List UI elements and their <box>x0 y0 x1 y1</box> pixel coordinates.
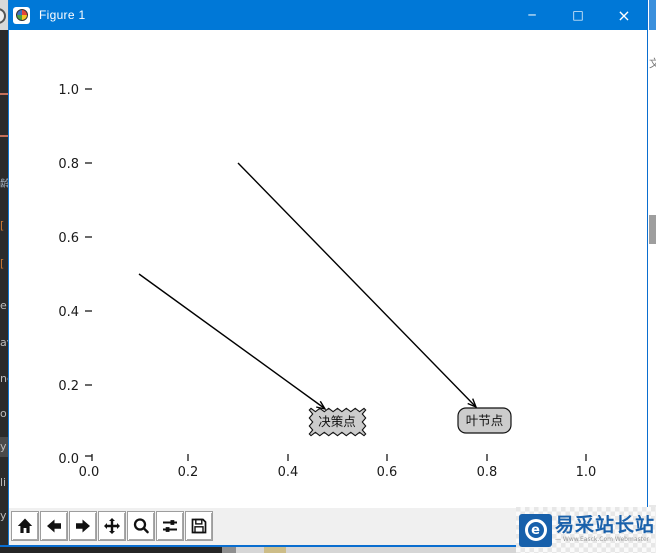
zoom-button[interactable] <box>127 511 155 541</box>
figure-window: Figure 1 ─ □ × 1.0 <box>8 0 648 545</box>
close-button[interactable]: × <box>617 5 631 25</box>
easck-watermark: e 易采站长站 — Www.Easck.Com Webmaster <box>516 507 656 553</box>
save-floppy-icon <box>191 518 207 534</box>
y-tick-label: 0.2 <box>58 379 79 394</box>
taskbar-dark-segment <box>0 547 222 553</box>
leaf-node-box <box>457 407 512 434</box>
background-bar-fragment <box>649 215 656 244</box>
x-axis-ticks <box>91 454 587 461</box>
background-highlight-band <box>0 437 8 457</box>
y-tick-label: 0.8 <box>58 157 79 172</box>
background-window-left-sliver: 龄 [ [ e av ne o y li y <box>0 0 8 553</box>
zoom-magnifier-icon <box>133 518 149 534</box>
background-text-fragment: li <box>0 476 7 489</box>
window-title: Figure 1 <box>39 8 86 22</box>
home-button[interactable] <box>11 511 39 541</box>
background-text-fragment: y <box>0 509 7 522</box>
y-axis-ticks <box>85 88 92 457</box>
taskbar-strip <box>0 547 656 553</box>
decision-node-box <box>308 407 367 437</box>
y-tick-label: 0.6 <box>58 231 79 246</box>
matplotlib-app-icon <box>13 6 30 24</box>
y-tick-label: 1.0 <box>58 83 79 98</box>
x-tick-label: 0.8 <box>477 465 498 480</box>
easck-logo-icon: e <box>519 513 552 547</box>
figure-canvas[interactable]: 1.0 0.8 0.6 0.4 0.2 0.0 <box>9 30 647 508</box>
background-text-fragment: 文 <box>649 57 656 70</box>
background-app-icon <box>0 8 6 24</box>
taskbar-light-segment <box>236 547 656 553</box>
plot-svg: 1.0 0.8 0.6 0.4 0.2 0.0 <box>58 83 597 480</box>
back-arrow-icon <box>47 519 61 533</box>
easck-logo-e-glyph: e <box>524 519 547 541</box>
background-text-fragment: y <box>0 440 7 453</box>
minimize-button[interactable]: ─ <box>528 8 536 22</box>
background-code-line <box>0 93 8 95</box>
arrowhead <box>467 398 478 409</box>
easck-site-url: — Www.Easck.Com Webmaster <box>555 536 650 544</box>
x-axis-tick-labels: 0.0 0.2 0.4 0.6 0.8 1.0 <box>79 465 597 480</box>
x-tick-label: 0.4 <box>278 465 299 480</box>
background-text-fragment: av <box>0 336 8 349</box>
background-window-corner <box>0 0 8 30</box>
save-button[interactable] <box>185 511 213 541</box>
maximize-button[interactable]: □ <box>572 8 584 22</box>
leaf-node-label: 叶节点 <box>466 413 504 428</box>
arrowhead <box>316 400 327 411</box>
pan-move-icon <box>104 518 120 534</box>
home-icon <box>17 518 33 533</box>
background-text-fragment: 龄 <box>0 179 8 190</box>
easck-site-name: 易采站长站 <box>555 515 655 537</box>
easck-watermark-text: 易采站长站 — Www.Easck.Com Webmaster <box>555 515 655 544</box>
back-button[interactable] <box>40 511 68 541</box>
pan-button[interactable] <box>98 511 126 541</box>
background-text-fragment: ne <box>0 372 8 385</box>
decision-node-label: 决策点 <box>318 414 356 429</box>
x-tick-label: 1.0 <box>576 465 597 480</box>
window-controls: ─ □ × <box>509 0 647 30</box>
y-tick-label: 0.0 <box>58 452 79 467</box>
background-code-line <box>0 135 8 137</box>
arrow-to-decision-node <box>138 273 325 409</box>
y-axis-tick-labels: 1.0 0.8 0.6 0.4 0.2 0.0 <box>58 83 79 467</box>
x-tick-label: 0.6 <box>377 465 398 480</box>
arrow-to-leaf-node <box>237 162 476 407</box>
background-text-fragment: e <box>0 299 7 312</box>
annotation-arrows <box>138 162 478 411</box>
sliders-icon <box>163 520 177 532</box>
background-window-right-sliver: 文 <box>649 0 656 553</box>
taskbar-item <box>264 547 286 553</box>
x-tick-label: 0.2 <box>178 465 199 480</box>
configure-subplots-button[interactable] <box>156 511 184 541</box>
background-titlebar-fragment <box>649 0 656 30</box>
forward-arrow-icon <box>76 519 90 533</box>
titlebar[interactable]: Figure 1 ─ □ × <box>9 0 647 30</box>
background-text-fragment: o <box>0 407 7 420</box>
forward-button[interactable] <box>69 511 97 541</box>
taskbar-mid-segment <box>222 547 236 553</box>
x-tick-label: 0.0 <box>79 465 100 480</box>
y-tick-label: 0.4 <box>58 305 79 320</box>
background-text-fragment: [ <box>0 257 5 270</box>
window-bottom-border <box>0 545 656 547</box>
background-text-fragment: [ <box>0 219 5 232</box>
